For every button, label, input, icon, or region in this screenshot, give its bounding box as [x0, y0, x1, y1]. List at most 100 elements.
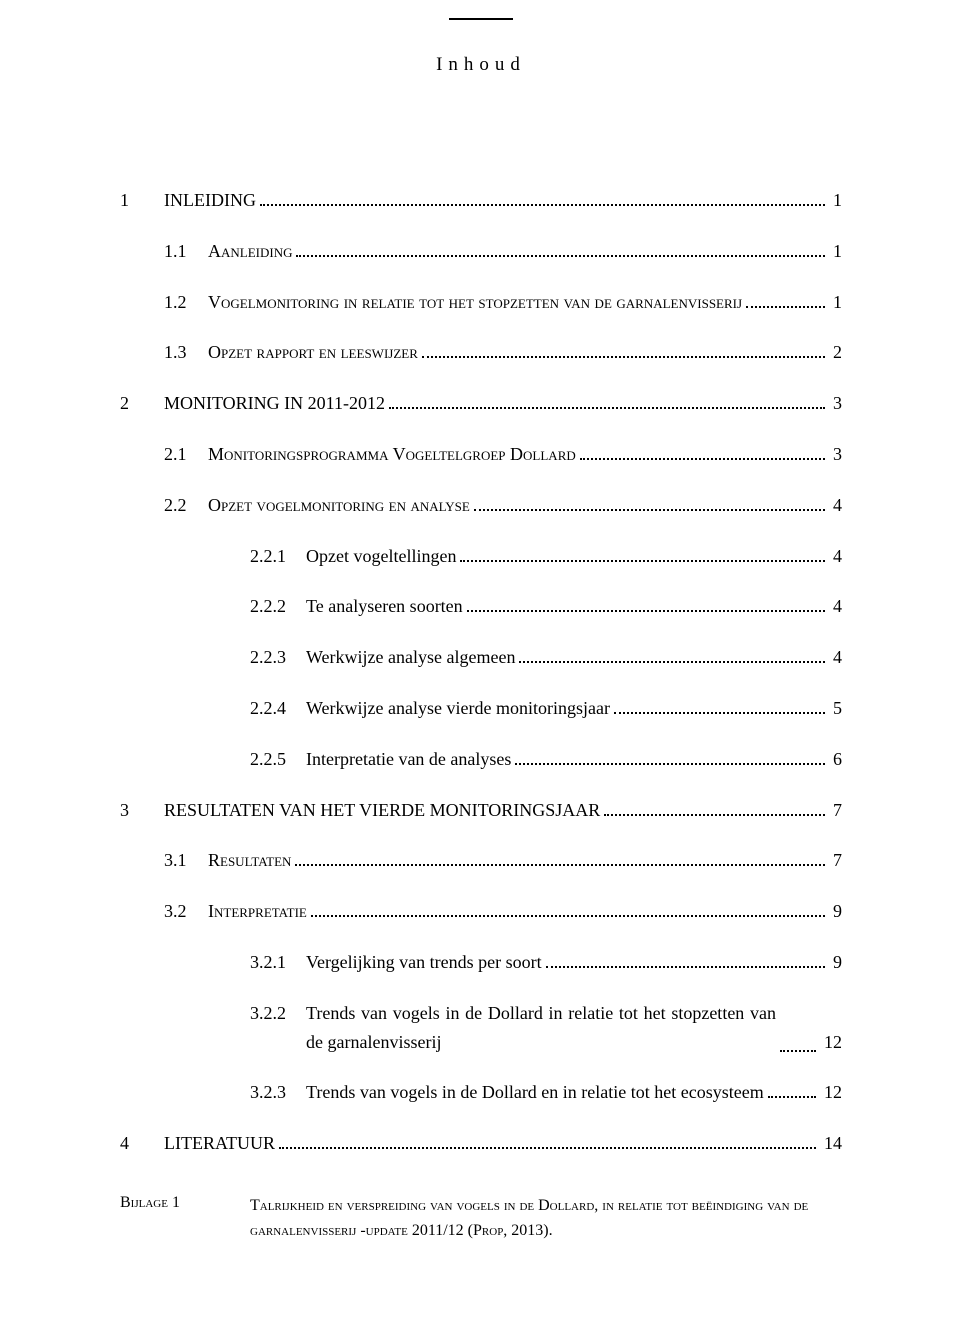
table-of-contents: 1INLEIDING11.1Aanleiding11.2Vogelmonitor… — [120, 186, 842, 1158]
toc-page-number: 9 — [829, 948, 842, 977]
toc-label: Interpretatie van de analyses — [306, 745, 511, 774]
toc-label: Trends van vogels in de Dollard en in re… — [306, 1078, 764, 1107]
toc-number: 2.1 — [164, 440, 208, 469]
toc-label: Werkwijze analyse algemeen — [306, 643, 515, 672]
toc-row: 2.2Opzet vogelmonitoring en analyse 4 — [120, 491, 842, 520]
toc-row: 2.2.3Werkwijze analyse algemeen 4 — [120, 643, 842, 672]
toc-row: 1.2Vogelmonitoring in relatie tot het st… — [120, 288, 842, 317]
toc-number: 3.2 — [164, 897, 208, 926]
toc-label: Werkwijze analyse vierde monitoringsjaar — [306, 694, 610, 723]
toc-page-number: 1 — [829, 237, 842, 266]
toc-leader-dots — [467, 594, 825, 612]
toc-number: 2.2 — [164, 491, 208, 520]
toc-leader-dots — [780, 1034, 816, 1052]
toc-number: 3 — [120, 796, 164, 825]
toc-label: INLEIDING — [164, 186, 256, 215]
toc-leader-dots — [580, 442, 825, 460]
toc-number: 2.2.4 — [250, 694, 306, 723]
toc-page-number: 1 — [829, 288, 842, 317]
toc-number: 3.1 — [164, 846, 208, 875]
toc-leader-dots — [295, 848, 825, 866]
toc-leader-dots — [260, 188, 825, 206]
toc-leader-dots — [422, 340, 825, 358]
toc-leader-dots — [614, 696, 825, 714]
toc-label: Opzet vogeltellingen — [306, 542, 456, 571]
toc-row: 2.2.2Te analyseren soorten 4 — [120, 592, 842, 621]
toc-number: 1 — [120, 186, 164, 215]
toc-number: 1.2 — [164, 288, 208, 317]
appendix-text: Talrijkheid en verspreiding van vogels i… — [250, 1194, 842, 1244]
toc-leader-dots — [279, 1131, 816, 1149]
toc-page-number: 4 — [829, 491, 842, 520]
toc-row: 3.1Resultaten 7 — [120, 846, 842, 875]
toc-page-number: 4 — [829, 643, 842, 672]
toc-row: 2.2.4Werkwijze analyse vierde monitoring… — [120, 694, 842, 723]
toc-page-number: 5 — [829, 694, 842, 723]
toc-page-number: 1 — [829, 186, 842, 215]
toc-leader-dots — [768, 1080, 816, 1098]
toc-row: 2MONITORING IN 2011-20123 — [120, 389, 842, 418]
toc-page-number: 6 — [829, 745, 842, 774]
toc-number: 3.2.3 — [250, 1078, 306, 1107]
page: Inhoud 1INLEIDING11.1Aanleiding11.2Vogel… — [0, 0, 960, 1323]
toc-page-number: 4 — [829, 592, 842, 621]
toc-row: 2.1Monitoringsprogramma Vogeltelgroep Do… — [120, 440, 842, 469]
toc-leader-dots — [746, 289, 825, 307]
toc-row: 3.2.2Trends van vogels in de Dollard in … — [120, 999, 842, 1057]
toc-label: Opzet rapport en leeswijzer — [208, 338, 418, 367]
toc-row: 3.2.1Vergelijking van trends per soort 9 — [120, 948, 842, 977]
toc-label: Opzet vogelmonitoring en analyse — [208, 491, 470, 520]
toc-number: 3.2.1 — [250, 948, 306, 977]
toc-row: 1.3Opzet rapport en leeswijzer 2 — [120, 338, 842, 367]
toc-page-number: 4 — [829, 542, 842, 571]
toc-number: 4 — [120, 1129, 164, 1158]
toc-label: RESULTATEN VAN HET VIERDE MONITORINGSJAA… — [164, 796, 600, 825]
toc-number: 2.2.3 — [250, 643, 306, 672]
toc-page-number: 7 — [829, 846, 842, 875]
toc-row: 2.2.1Opzet vogeltellingen 4 — [120, 542, 842, 571]
top-rule — [449, 18, 513, 20]
toc-leader-dots — [604, 797, 825, 815]
toc-leader-dots — [515, 747, 825, 765]
toc-row: 3RESULTATEN VAN HET VIERDE MONITORINGSJA… — [120, 796, 842, 825]
toc-page-number: 7 — [829, 796, 842, 825]
toc-label: Resultaten — [208, 846, 291, 875]
appendix-label: Bijlage 1 — [120, 1194, 250, 1212]
page-title: Inhoud — [120, 54, 842, 76]
toc-row: 1.1Aanleiding 1 — [120, 237, 842, 266]
toc-number: 2.2.5 — [250, 745, 306, 774]
toc-label: Aanleiding — [208, 237, 292, 266]
toc-page-number: 3 — [829, 440, 842, 469]
toc-row: 4LITERATUUR 14 — [120, 1129, 842, 1158]
toc-number: 2.2.2 — [250, 592, 306, 621]
toc-number: 2 — [120, 389, 164, 418]
toc-number: 3.2.2 — [250, 999, 306, 1028]
toc-label: Vergelijking van trends per soort — [306, 948, 542, 977]
toc-leader-dots — [474, 493, 825, 511]
toc-row: 3.2Interpretatie 9 — [120, 897, 842, 926]
toc-page-number: 12 — [820, 1078, 842, 1107]
toc-leader-dots — [296, 239, 825, 257]
toc-label: Trends van vogels in de Dollard in relat… — [306, 999, 776, 1057]
toc-number: 1.1 — [164, 237, 208, 266]
toc-page-number: 2 — [829, 338, 842, 367]
toc-row: 2.2.5Interpretatie van de analyses 6 — [120, 745, 842, 774]
appendix-row: Bijlage 1 Talrijkheid en verspreiding va… — [120, 1194, 842, 1244]
toc-page-number: 9 — [829, 897, 842, 926]
toc-page-number: 3 — [829, 389, 842, 418]
toc-leader-dots — [546, 950, 825, 968]
toc-label: Te analyseren soorten — [306, 592, 463, 621]
toc-page-number: 14 — [820, 1129, 842, 1158]
toc-number: 2.2.1 — [250, 542, 306, 571]
toc-row: 1INLEIDING1 — [120, 186, 842, 215]
toc-number: 1.3 — [164, 338, 208, 367]
toc-leader-dots — [389, 391, 825, 409]
toc-row: 3.2.3Trends van vogels in de Dollard en … — [120, 1078, 842, 1107]
toc-label: Monitoringsprogramma Vogeltelgroep Dolla… — [208, 440, 576, 469]
toc-label: LITERATUUR — [164, 1129, 275, 1158]
toc-leader-dots — [519, 645, 825, 663]
toc-leader-dots — [460, 543, 825, 561]
toc-label: Interpretatie — [208, 897, 307, 926]
toc-leader-dots — [311, 899, 825, 917]
toc-label: Vogelmonitoring in relatie tot het stopz… — [208, 288, 742, 317]
